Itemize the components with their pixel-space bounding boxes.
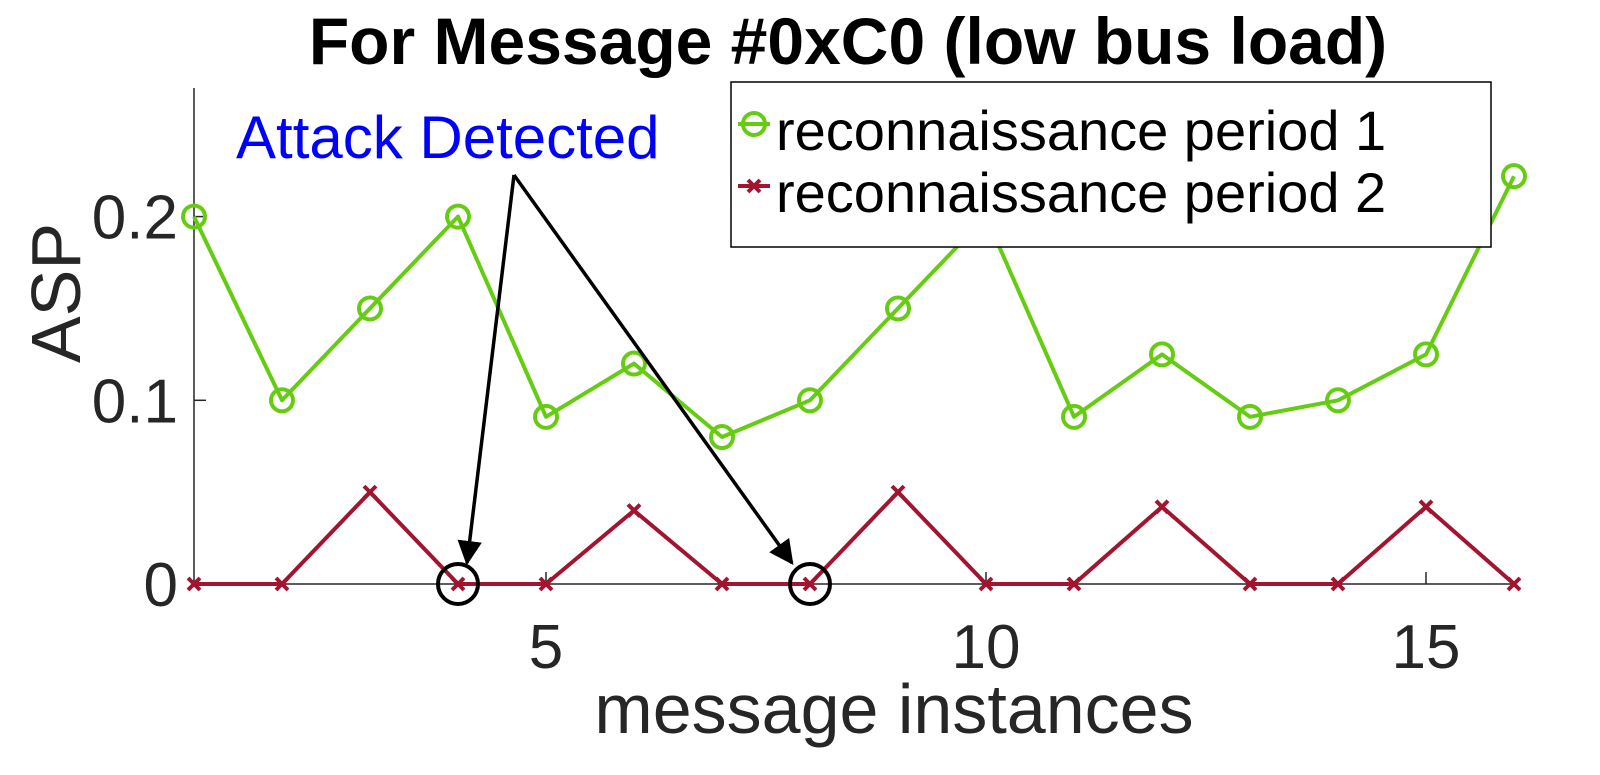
- series-1-line: [192, 175, 1516, 439]
- x-marker-stroke: [450, 576, 466, 592]
- series-1-point: [1325, 387, 1351, 414]
- x-marker-stroke: [626, 503, 642, 518]
- x-marker-stroke: [1066, 576, 1082, 592]
- x-marker-stroke: [274, 576, 290, 592]
- x-marker-stroke: [1242, 576, 1258, 592]
- series-1-point: [1501, 163, 1527, 190]
- series-1-point: [357, 295, 383, 322]
- annotation: Attack Detected: [236, 104, 832, 606]
- x-marker-stroke: [890, 484, 906, 500]
- series-2-point: [1154, 499, 1170, 515]
- y-axis-label: ASP: [17, 223, 95, 363]
- x-tick-label: 10: [952, 613, 1021, 682]
- series-1-point: [621, 350, 647, 377]
- series-2-point: [978, 576, 994, 592]
- series-2-point: [714, 576, 730, 592]
- series-1-point: [797, 387, 823, 414]
- highlight-circle: [788, 562, 832, 606]
- x-marker-stroke: [978, 576, 994, 592]
- chart-title: For Message #0xC0 (low bus load): [309, 4, 1387, 78]
- x-marker-stroke: [186, 576, 202, 592]
- series-2-point: [802, 576, 818, 592]
- series-2-point: [1066, 576, 1082, 592]
- legend-entry: reconnaissance period 1: [776, 99, 1386, 162]
- x-marker-stroke: [1154, 499, 1170, 515]
- series-2-point: [186, 576, 202, 592]
- plot-area: [181, 163, 1527, 592]
- x-marker-stroke: [802, 576, 818, 592]
- legend-marker: [741, 111, 767, 137]
- series-1-point: [1413, 341, 1439, 368]
- series-1-point: [709, 424, 735, 451]
- annotation-arrow: [512, 173, 794, 565]
- series-2-line: [194, 490, 1516, 586]
- series-2-point: [626, 503, 642, 518]
- attack-detected-label: Attack Detected: [236, 104, 660, 171]
- series-2-point: [538, 576, 554, 592]
- series-1-point: [181, 203, 207, 230]
- series-2-point: [1330, 576, 1346, 592]
- y-tick-label: 0: [144, 551, 178, 620]
- series-1-point: [885, 295, 911, 322]
- series-1-point: [1149, 341, 1175, 368]
- series-2-point: [1242, 576, 1258, 592]
- series-2-point: [274, 576, 290, 592]
- x-marker-stroke: [362, 484, 378, 500]
- y-tick-label: 0.1: [92, 367, 178, 436]
- x-tick-label: 15: [1392, 613, 1461, 682]
- series-2-point: [1418, 499, 1434, 515]
- x-axis-label: message instances: [594, 670, 1193, 748]
- x-tick-label: 5: [529, 613, 563, 682]
- series-1-point: [269, 387, 295, 414]
- legend-box: [730, 81, 1492, 248]
- series-1-point: [1061, 403, 1087, 430]
- x-marker-stroke: [538, 576, 554, 592]
- series-2-point: [1506, 576, 1522, 592]
- series-1-point: [1237, 403, 1263, 430]
- series-2-point: [890, 484, 906, 500]
- x-marker-stroke: [746, 178, 762, 194]
- series-2-point: [362, 484, 378, 500]
- x-marker-stroke: [1418, 499, 1434, 515]
- y-tick-label: 0.2: [92, 184, 178, 253]
- legend-marker: [746, 178, 762, 194]
- x-marker-stroke: [1330, 576, 1346, 592]
- series-1-point: [445, 203, 471, 230]
- series-2-point: [450, 576, 466, 592]
- legend-entry: reconnaissance period 2: [776, 161, 1386, 224]
- annotation-arrow: [457, 174, 516, 566]
- series-1-point: [533, 403, 559, 430]
- ticks: 0 0.1 0.2 5 10 15: [92, 184, 1461, 682]
- x-marker-stroke: [1506, 576, 1522, 592]
- x-marker-stroke: [714, 576, 730, 592]
